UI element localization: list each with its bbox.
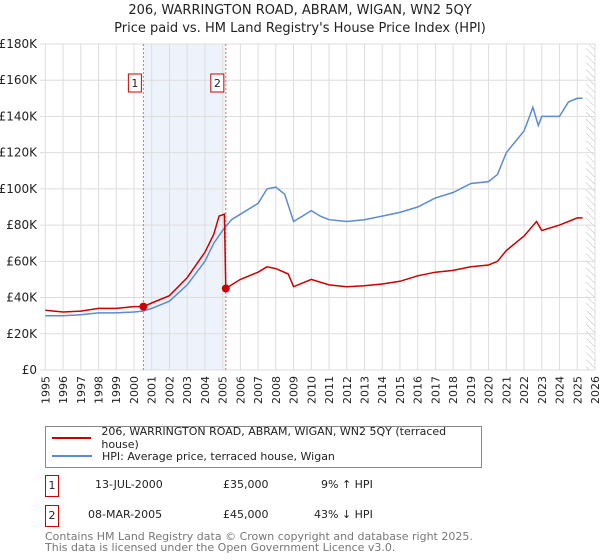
y-tick-label: £80K — [6, 218, 38, 232]
red-line-swatch — [52, 437, 92, 439]
blue-line-swatch — [52, 455, 92, 457]
x-tick-label: 2001 — [146, 376, 159, 404]
y-tick-label: £160K — [0, 73, 38, 87]
x-tick-label: 2023 — [536, 376, 549, 404]
x-tick-label: 2025 — [571, 376, 584, 404]
sale-point — [139, 302, 148, 311]
price-chart: 1995 1996 1997 1998 1999 2000 2001 2002 2003 2004… — [0, 37, 600, 404]
future-hatch-region — [586, 44, 595, 370]
transaction-number-badge: 2 — [45, 505, 59, 527]
transaction-hpi: 43% ↓ HPI — [314, 508, 373, 521]
x-tick-label: 2009 — [288, 376, 301, 404]
y-tick-label: £140K — [0, 109, 38, 123]
chart-title: 206, WARRINGTON ROAD, ABRAM, WIGAN, WN2 … — [128, 3, 472, 18]
x-tick-label: 1997 — [75, 376, 88, 404]
x-tick-label: 1998 — [93, 376, 106, 404]
x-tick-label: 2003 — [181, 376, 194, 404]
y-tick-label: £60K — [6, 254, 38, 268]
transaction-price: £45,000 — [223, 508, 269, 521]
x-tick-label: 2011 — [323, 376, 336, 404]
transaction-date: 08-MAR-2005 — [88, 508, 163, 521]
x-tick-label: 2000 — [128, 376, 141, 404]
y-tick-label: £20K — [6, 327, 38, 341]
transaction-number-badge: 1 — [45, 475, 59, 497]
x-tick-label: 2020 — [483, 376, 496, 404]
legend-label: 206, WARRINGTON ROAD, ABRAM, WIGAN, WN2 … — [101, 425, 447, 451]
x-tick-label: 2002 — [163, 376, 176, 404]
x-tick-label: 2016 — [412, 376, 425, 404]
legend-label: HPI: Average price, terraced house, Wiga… — [102, 449, 335, 463]
x-tick-label: 2018 — [447, 376, 460, 404]
legend-item-hpi: HPI: Average price, terraced house, Wiga… — [52, 448, 335, 464]
x-tick-label: 2022 — [518, 376, 531, 404]
sale-label-box — [210, 73, 225, 93]
x-tick-label: 2005 — [217, 376, 230, 404]
transaction-row: 2 08-MAR-2005 £45,000 43% ↓ HPI — [45, 505, 545, 527]
transaction-hpi: 9% ↑ HPI — [321, 478, 373, 491]
x-tick-label: 1995 — [39, 376, 52, 404]
footer-copyright: Contains HM Land Registry data © Crown c… — [45, 530, 473, 543]
x-tick-label: 2008 — [270, 376, 283, 404]
y-tick-label: £180K — [0, 37, 38, 51]
transaction-row: 1 13-JUL-2000 £35,000 9% ↑ HPI — [45, 475, 545, 497]
x-tick-label: 2006 — [234, 376, 247, 404]
x-tick-label: 1996 — [57, 376, 70, 404]
x-tick-label: 2007 — [252, 376, 265, 404]
x-tick-label: 1999 — [110, 376, 123, 404]
transaction-date: 13-JUL-2000 — [95, 478, 163, 491]
sale-period-shading — [143, 44, 226, 370]
sale-label: 2 — [214, 77, 221, 90]
sale-label-box — [127, 73, 142, 93]
x-tick-label: 2017 — [429, 376, 442, 404]
x-tick-label: 2010 — [305, 376, 318, 404]
x-tick-label: 2004 — [199, 376, 212, 404]
sale-point — [221, 284, 230, 293]
legend: 206, WARRINGTON ROAD, ABRAM, WIGAN, WN2 … — [45, 425, 482, 468]
y-tick-label: £0 — [22, 363, 37, 377]
transaction-price: £35,000 — [223, 478, 269, 491]
x-tick-label: 2013 — [358, 376, 371, 404]
property-price-line — [45, 213, 583, 313]
y-tick-label: £120K — [0, 146, 38, 160]
footer-licence: This data is licensed under the Open Gov… — [45, 541, 396, 554]
y-tick-label: £100K — [0, 182, 38, 196]
x-tick-label: 2019 — [465, 376, 478, 404]
x-tick-label: 2014 — [376, 376, 389, 404]
x-tick-label: 2021 — [500, 376, 513, 404]
x-tick-label: 2026 — [589, 376, 600, 404]
x-tick-label: 2024 — [554, 376, 567, 404]
sale-label: 1 — [131, 77, 138, 90]
hpi-line — [45, 97, 583, 317]
chart-subtitle: Price paid vs. HM Land Registry's House … — [114, 21, 486, 36]
x-tick-label: 2012 — [341, 376, 354, 404]
legend-item-property: 206, WARRINGTON ROAD, ABRAM, WIGAN, WN2 … — [52, 425, 481, 451]
x-tick-label: 2015 — [394, 376, 407, 404]
y-tick-label: £40K — [6, 291, 38, 305]
